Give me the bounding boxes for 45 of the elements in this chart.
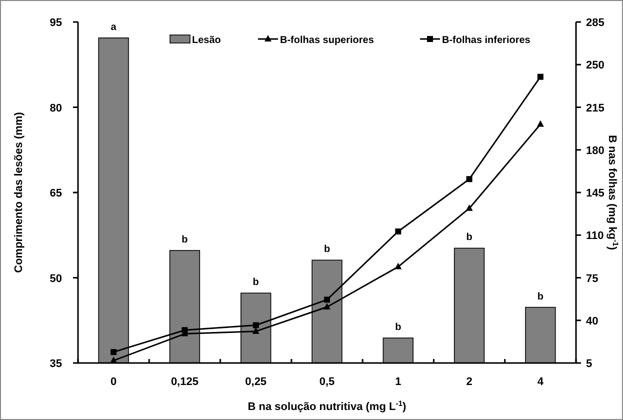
x-tick-label: 4 <box>537 376 544 388</box>
point <box>394 262 402 270</box>
y2-tick-label: 75 <box>586 272 598 285</box>
y-axis-title: Comprimento das lesões (mm) <box>13 112 25 273</box>
x-tick-label: 0,25 <box>245 376 267 388</box>
y-tick-label: 95 <box>50 17 62 29</box>
point <box>466 204 473 211</box>
point <box>252 322 259 328</box>
y-tick-label: 80 <box>50 102 62 114</box>
x-tick-label: 0 <box>110 376 117 388</box>
legend-label: Lesão <box>192 35 221 46</box>
point <box>110 349 117 356</box>
point <box>536 120 544 127</box>
y2-tick-label: 5 <box>586 358 592 370</box>
x-axis-title: B na solução nutritiva (mg L$^{-1}$) <box>248 398 407 413</box>
x-tick-label: 2 <box>466 376 472 388</box>
y2-tick-label: 250 <box>586 60 604 72</box>
y-tick-label: 65 <box>50 188 62 200</box>
point <box>252 327 260 334</box>
y-tick-label: 35 <box>50 358 62 370</box>
point <box>324 302 330 310</box>
annotation: b <box>324 244 330 256</box>
y2-tick-label: 285 <box>586 17 604 29</box>
annotation: a <box>110 22 117 33</box>
annotation: b <box>395 322 402 333</box>
y2-tick-label: 180 <box>586 144 604 157</box>
x-tick-label: 0,5 <box>319 376 335 388</box>
annotation: b <box>466 232 472 244</box>
y2-tick-label: 145 <box>586 188 604 200</box>
point <box>324 296 330 303</box>
y2-tick-label: 215 <box>586 102 604 114</box>
x-tick-label: 0,125 <box>170 376 198 388</box>
point <box>395 228 402 234</box>
x-tick-label: 1 <box>395 376 402 388</box>
point <box>466 176 472 182</box>
legend-label: B-folhas superiores <box>280 35 374 46</box>
y-tick-label: 50 <box>50 272 62 285</box>
point <box>182 327 188 334</box>
y2-tick-label: 40 <box>586 315 598 328</box>
legend-label: B-folhas inferiores <box>442 35 531 46</box>
annotation: b <box>252 277 259 288</box>
annotation: b <box>182 234 188 246</box>
y2-tick-label: 110 <box>586 230 604 242</box>
point <box>537 74 544 80</box>
annotation: b <box>537 291 544 302</box>
